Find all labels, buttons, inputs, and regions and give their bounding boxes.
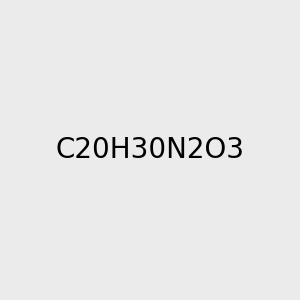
Text: C20H30N2O3: C20H30N2O3 (56, 136, 244, 164)
